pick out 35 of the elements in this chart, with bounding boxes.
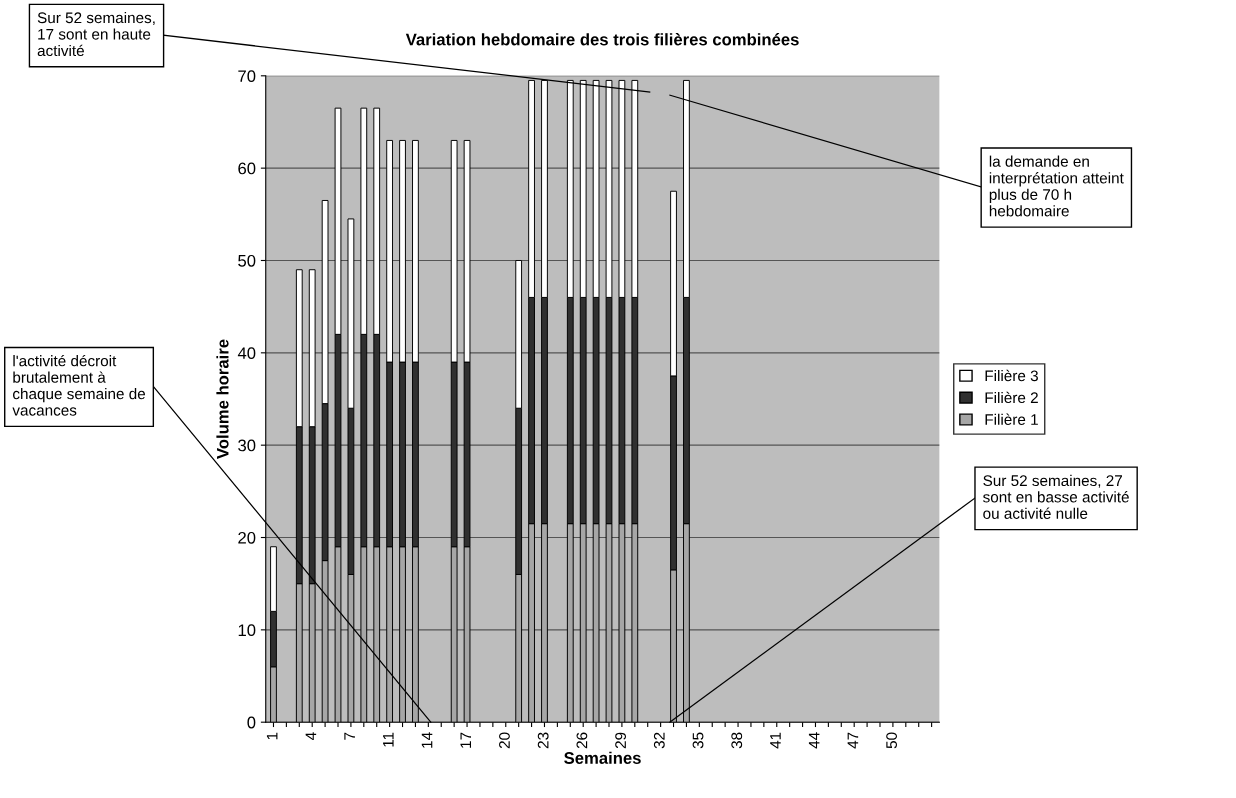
legend-label: Filière 3 <box>985 369 1038 382</box>
x-tick-label: 47 <box>847 732 859 749</box>
y-tick-label: 20 <box>238 531 256 544</box>
x-tick-label: 7 <box>344 732 355 740</box>
x-tick-label: 1 <box>266 732 278 740</box>
x-tick-label: 11 <box>383 732 394 747</box>
x-tick-label: 14 <box>421 732 433 748</box>
text: Sur 52 semaines, 17 sont en haute activité <box>37 11 155 57</box>
x-axis-title: Semaines <box>564 751 641 764</box>
x-tick-label: 29 <box>615 732 627 749</box>
y-tick-label: 50 <box>238 254 256 267</box>
x-tick-label: 23 <box>537 732 549 749</box>
x-tick-label: 17 <box>460 732 471 748</box>
x-tick-label: 41 <box>770 732 781 749</box>
y-tick-label: 30 <box>238 439 256 452</box>
text: Sur 52 semaines, 27 sont en basse activité ou activité nulle <box>983 474 1129 519</box>
y-tick-label: 0 <box>247 716 256 729</box>
y-axis-title: Volume horaire <box>216 339 229 459</box>
legend-label: Filière 1 <box>985 413 1038 425</box>
x-tick-label: 26 <box>576 732 588 749</box>
text: l'activité décroit brutalement à chaque semaine de vacances <box>12 354 146 416</box>
x-tick-label: 4 <box>305 732 317 741</box>
x-tick-label: 20 <box>499 732 510 749</box>
x-tick-label: 38 <box>731 732 743 749</box>
x-tick-label: 32 <box>653 732 665 749</box>
y-tick-label: 70 <box>238 70 256 83</box>
chart-title: Variation hebdomaire des trois filières combinées <box>405 33 799 46</box>
y-tick-label: 10 <box>238 624 256 637</box>
y-tick-label: 60 <box>238 162 256 175</box>
y-tick-label: 40 <box>237 347 256 360</box>
x-tick-label: 35 <box>692 732 704 749</box>
x-tick-label: 50 <box>886 732 897 749</box>
x-tick-label: 44 <box>808 732 820 749</box>
legend-label: Filière 2 <box>985 391 1038 404</box>
text: la demande en interprétation atteint plus de 70 h hebdomaire <box>989 155 1124 217</box>
